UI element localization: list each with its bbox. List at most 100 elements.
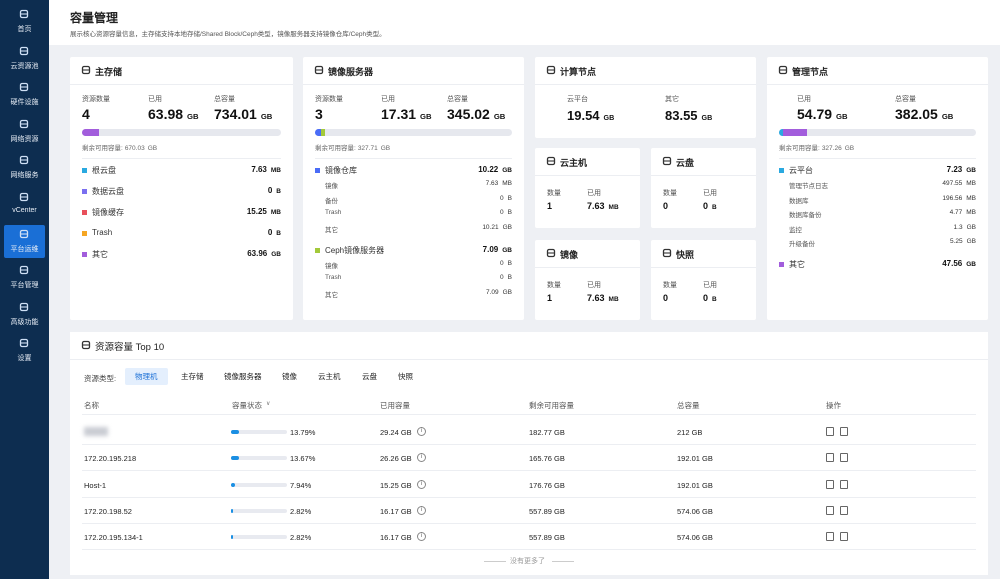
unit: GB <box>603 114 615 122</box>
sub-item-name: 数据库备份 <box>789 212 822 219</box>
number: 5.25 <box>949 238 963 245</box>
cell-remaining: 557.89 GB <box>529 506 565 516</box>
cell-total: 192.01 GB <box>677 454 713 464</box>
tab[interactable]: 物理机 <box>125 368 168 385</box>
column-header: 已用容量 <box>380 401 410 410</box>
stat-label: 已用 <box>381 96 395 103</box>
number: 17.31 <box>381 106 417 122</box>
action-button[interactable] <box>826 532 834 542</box>
cell-total: 212 GB <box>677 428 703 437</box>
unit: GB <box>966 223 976 231</box>
legend-dot <box>82 168 87 173</box>
value: 0 <box>663 201 668 211</box>
icon <box>314 65 324 75</box>
unit: GB <box>701 114 713 122</box>
nav-item[interactable]: vCenter <box>4 188 45 221</box>
tab[interactable]: 镜像服务器 <box>224 372 262 381</box>
legend-dot <box>82 189 87 194</box>
separator <box>779 158 976 159</box>
action-button[interactable] <box>840 427 848 436</box>
number: 196.56 <box>942 194 963 202</box>
unit: GB <box>966 167 976 174</box>
item-name: Ceph镜像服务器 <box>325 245 385 255</box>
number: 10.21 <box>482 223 499 231</box>
unit: MB <box>966 194 976 202</box>
nav-label: 网络服务 <box>10 172 39 180</box>
icon <box>19 266 29 275</box>
value: 17.31 GB <box>381 106 432 122</box>
icon <box>19 339 29 348</box>
card: 主存储 资源数量 4 已用 63.98 GB 总容量 734.01 GB 剩余可用容量: 670.0… <box>70 57 293 320</box>
item-name: Trash <box>92 228 113 237</box>
action-button[interactable] <box>840 505 848 515</box>
nav-label: 高级功能 <box>10 318 39 326</box>
nav-item[interactable]: 网络服务 <box>4 151 45 184</box>
action-button[interactable] <box>826 505 834 515</box>
nav-item[interactable]: 网络资源 <box>4 115 45 148</box>
icon <box>662 248 672 258</box>
separator <box>82 549 976 551</box>
value: 63.96 GB <box>247 249 281 258</box>
percent-bar <box>231 508 287 513</box>
separator <box>82 414 976 415</box>
unit: GB <box>966 238 976 245</box>
bar-segment <box>315 129 321 136</box>
nav-item[interactable]: 首页 <box>4 5 45 38</box>
cell-total: 574.06 GB <box>677 506 713 516</box>
percent-fill <box>231 482 236 487</box>
unit: GB <box>966 261 976 268</box>
tab[interactable]: 云主机 <box>318 372 341 381</box>
icon <box>19 46 29 55</box>
stat-label: 数量 <box>663 282 677 289</box>
unit: MB <box>608 204 619 211</box>
number: 0 <box>500 274 504 281</box>
number: 63.98 <box>148 106 184 122</box>
sort-icon: ∨ <box>266 401 271 407</box>
nav-label: 平台运维 <box>10 245 39 253</box>
bar-segment <box>320 129 325 136</box>
nav-item[interactable]: 云资源池 <box>4 42 45 75</box>
action-button[interactable] <box>840 453 848 463</box>
number: 83.55 <box>665 108 698 123</box>
value: 7.09 GB <box>483 245 512 254</box>
value: 4.77 MB <box>950 209 976 216</box>
capacity-bar <box>315 129 512 136</box>
sub-item-name: 镜像 <box>325 262 338 270</box>
info-icon: i <box>417 505 426 515</box>
nav-item[interactable]: 平台运维 <box>4 224 45 258</box>
icon <box>19 119 29 128</box>
nav-label: 云资源池 <box>10 62 39 70</box>
action-button[interactable] <box>826 479 834 489</box>
sub-item-name: 备份 <box>325 197 338 205</box>
nav-item[interactable]: 设置 <box>4 334 45 367</box>
tab[interactable]: 主存储 <box>181 372 204 381</box>
tab[interactable]: 镜像 <box>282 372 297 381</box>
nav-item[interactable]: 高级功能 <box>4 298 45 331</box>
value: 345.02 GB <box>447 106 505 122</box>
card: 计算节点 云平台 19.54 GB 其它 83.55 GB <box>535 57 756 138</box>
card-title: 镜像服务器 <box>328 67 374 77</box>
percent-bar <box>231 535 287 540</box>
remaining-value: 327.71 <box>357 145 378 152</box>
tab[interactable]: 云盘 <box>362 372 377 381</box>
column-header: 剩余可用容量 <box>529 401 574 410</box>
number: 1 <box>547 293 553 303</box>
nav-item[interactable]: 平台管理 <box>4 261 45 294</box>
card-title: 快照 <box>676 250 695 260</box>
tab[interactable]: 快照 <box>398 372 413 381</box>
action-button[interactable] <box>840 532 848 542</box>
action-button[interactable] <box>826 427 834 436</box>
card-title: 镜像 <box>560 250 579 260</box>
action-button[interactable] <box>826 453 834 463</box>
number: 1 <box>547 201 553 211</box>
cell-percent: 2.82% <box>290 506 312 516</box>
separator <box>70 359 988 360</box>
card: 镜像 数量 1 已用 7.63 MB <box>535 240 640 320</box>
action-button[interactable] <box>840 479 848 489</box>
stat-label: 云平台 <box>567 96 588 103</box>
separator <box>82 158 281 159</box>
nav-item[interactable]: 硬件设施 <box>4 78 45 111</box>
remaining: 剩余可用容量: 670.03 GB <box>82 142 157 152</box>
